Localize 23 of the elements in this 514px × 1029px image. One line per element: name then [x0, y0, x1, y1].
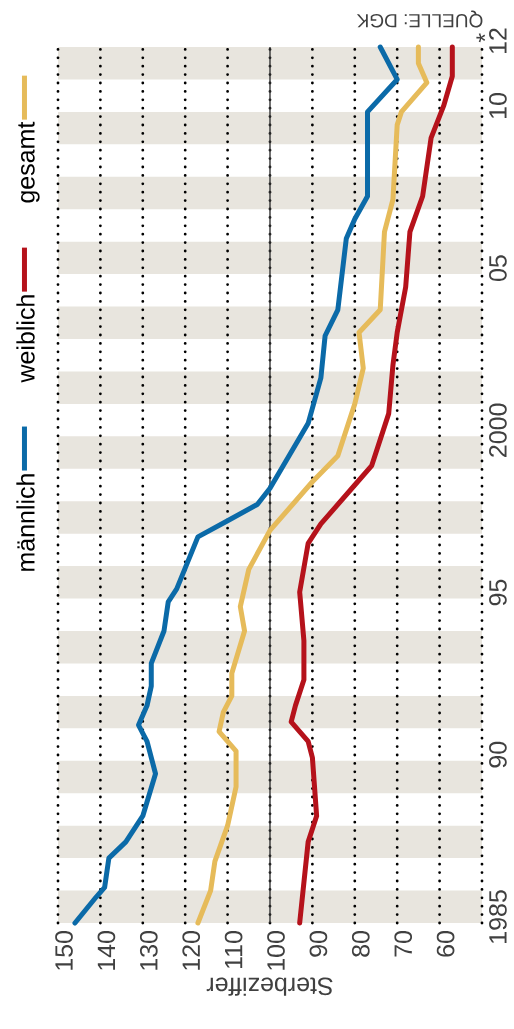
x-tick-label: 80 [351, 931, 370, 957]
x-tick-label: 120 [182, 931, 201, 970]
legend-label: männlich [16, 474, 35, 571]
y-tick-label: 12 [489, 28, 507, 53]
source-note: QUELLE: DGK [356, 10, 483, 28]
x-axis-title: Sterbeziffer [206, 977, 333, 996]
y-tick-label: 90 [489, 741, 507, 768]
x-tick-label: 60 [436, 931, 455, 957]
legend-label: gesamt [18, 121, 40, 203]
x-tick-label: 150 [55, 931, 73, 970]
y-tick-label: 95 [489, 579, 507, 606]
y-tick-label: 10 [489, 92, 507, 118]
y-tick-label: 2000 [489, 403, 507, 457]
text: * [476, 33, 486, 43]
x-tick-label: 140 [97, 931, 116, 970]
y-tick-label: 1985 [489, 890, 507, 943]
y-tick-label: 05 [489, 255, 507, 282]
x-tick-label: 130 [139, 931, 158, 970]
x-tick-label: 70 [394, 931, 413, 957]
legend-label: weiblich [16, 295, 35, 383]
x-tick-label: 100 [267, 931, 285, 970]
x-tick-label: 110 [224, 931, 243, 968]
x-tick-label: 90 [309, 931, 328, 957]
